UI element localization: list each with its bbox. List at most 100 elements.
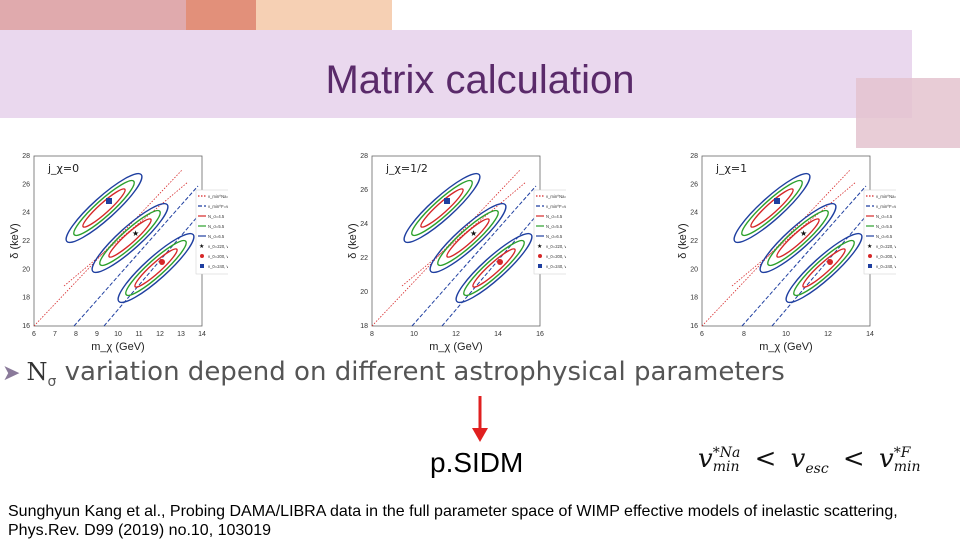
legend-entry: v_0=200, v_esc=520	[546, 254, 566, 259]
x-tick-label: 7	[53, 331, 57, 338]
y-tick-label: 18	[22, 295, 30, 302]
x-tick-label: 8	[74, 331, 78, 338]
marker-square	[444, 198, 450, 204]
x-tick-label: 8	[742, 331, 746, 338]
x-tick-label: 14	[866, 331, 874, 338]
blue-boundary-line	[771, 215, 867, 327]
bullet-text: variation depend on different astrophysi…	[64, 357, 785, 387]
bullet-arrow-icon: ➤	[2, 361, 21, 386]
y-tick-label: 26	[22, 181, 30, 188]
legend-symbol: ★	[199, 243, 204, 250]
contour-ring	[472, 248, 516, 288]
formula-vesc-sub: esc	[805, 461, 829, 478]
contour-ring	[411, 179, 473, 237]
legend-entry: N_σ=4.5	[208, 214, 225, 219]
blue-boundary-line	[411, 185, 537, 327]
y-tick-label: 24	[360, 221, 368, 228]
blue-boundary-line	[741, 185, 867, 327]
y-axis-label: δ (keV)	[9, 223, 21, 258]
legend-entry: v_0=240, v_esc=580	[208, 264, 228, 269]
y-tick-label: 28	[360, 153, 368, 160]
marker-star: ★	[132, 229, 139, 238]
legend-entry: v_0=220, v_esc=550	[876, 244, 896, 249]
contour-ring	[65, 172, 143, 244]
x-tick-label: 14	[198, 331, 206, 338]
legend-symbol	[868, 254, 872, 258]
page-title: Matrix calculation	[325, 58, 635, 102]
y-tick-label: 28	[22, 153, 30, 160]
x-tick-label: 10	[114, 331, 122, 338]
x-tick-label: 6	[700, 331, 704, 338]
y-tick-label: 22	[690, 238, 698, 245]
contour-ring	[125, 239, 187, 297]
y-tick-label: 20	[360, 289, 368, 296]
x-tick-label: 12	[452, 331, 460, 338]
legend-entry: N_σ=5.5	[208, 224, 225, 229]
contour-ring	[802, 248, 846, 288]
legend-entry: v_0=220, v_esc=550	[546, 244, 566, 249]
bullet-line: ➤ Nσ variation depend on different astrop…	[2, 357, 785, 390]
title-band	[0, 30, 912, 118]
contour-ring	[793, 239, 855, 297]
y-tick-label: 28	[690, 153, 698, 160]
formula-lt1: <	[754, 444, 777, 474]
contour-ring	[420, 188, 464, 228]
blue-boundary-line	[103, 215, 199, 327]
panel-label: j_χ=0	[47, 162, 79, 175]
panel-label: j_χ=1	[715, 162, 747, 175]
marker-star: ★	[800, 229, 807, 238]
x-axis-label: m_χ (GeV)	[429, 341, 482, 353]
x-axis-label: m_χ (GeV)	[91, 341, 144, 353]
corner-decor-square	[856, 78, 960, 148]
legend-box	[195, 189, 247, 275]
legend-symbol	[538, 264, 542, 268]
legend-entry: N_σ=4.5	[546, 214, 563, 219]
x-tick-label: 12	[156, 331, 164, 338]
contour-ring	[767, 209, 829, 267]
legend-symbol	[200, 264, 204, 268]
formula-lt2: <	[842, 444, 865, 474]
x-tick-label: 10	[410, 331, 418, 338]
formula-v2-sub: min	[893, 459, 921, 475]
legend-symbol	[538, 254, 542, 258]
y-tick-label: 22	[360, 255, 368, 262]
contour-ring	[429, 202, 507, 274]
legend-entry: v_0=240, v_esc=580	[876, 264, 896, 269]
marker-star: ★	[470, 229, 477, 238]
formula-vesc: v	[790, 444, 806, 474]
contour-ring	[759, 202, 837, 274]
y-axis-label: δ (keV)	[677, 223, 689, 258]
legend-entry: v_0=200, v_esc=520	[208, 254, 228, 259]
y-tick-label: 26	[360, 187, 368, 194]
x-axis-label: m_χ (GeV)	[759, 341, 812, 353]
legend-entry: v_min^Na=v_esc	[546, 194, 566, 199]
legend-symbol: ★	[867, 243, 872, 250]
chart-svg-0: j_χ=0 ★ v_min^Na=v_esc v_min^F=v_esc N_σ=4.5…	[9, 153, 248, 353]
legend-entry: v_min^F=v_esc	[208, 204, 228, 209]
legend-box	[863, 189, 915, 275]
chart-panel-j-half: j_χ=1/2 ★ v_min^Na=v_esc v_min^F=v_esc N_σ=4…	[346, 150, 586, 355]
legend-entry: N_σ=6.5	[546, 234, 563, 239]
citation: Sunghyun Kang et al., Probing DAMA/LIBRA…	[8, 503, 898, 539]
legend-entry: v_0=240, v_esc=580	[546, 264, 566, 269]
contour-ring	[741, 179, 803, 237]
y-tick-label: 20	[22, 266, 30, 273]
legend-entry: v_0=220, v_esc=550	[208, 244, 228, 249]
contour-ring	[750, 188, 794, 228]
contour-ring	[463, 239, 525, 297]
legend-entry: N_σ=5.5	[876, 224, 893, 229]
x-tick-label: 10	[782, 331, 790, 338]
contour-ring	[733, 172, 811, 244]
contour-ring	[73, 179, 135, 237]
y-tick-label: 18	[360, 323, 368, 330]
marker-circle	[497, 259, 503, 265]
legend-entry: v_0=200, v_esc=520	[876, 254, 896, 259]
formula-v2: v	[878, 444, 894, 474]
x-tick-label: 8	[370, 331, 374, 338]
y-tick-label: 24	[690, 210, 698, 217]
contour-ring	[134, 248, 178, 288]
contour-ring	[91, 202, 169, 274]
legend-symbol: ★	[537, 243, 542, 250]
legend-entry: v_min^F=v_esc	[876, 204, 896, 209]
contour-ring	[82, 188, 126, 228]
